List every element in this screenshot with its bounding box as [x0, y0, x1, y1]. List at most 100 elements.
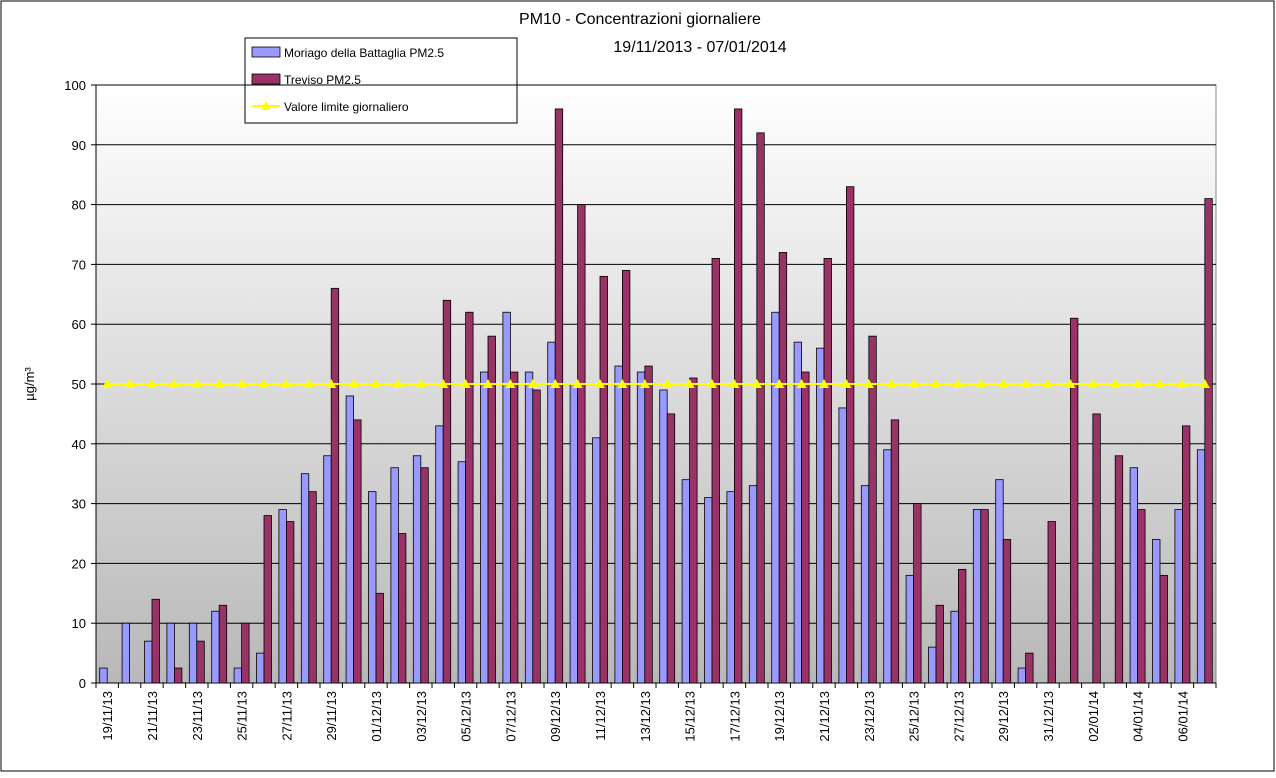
bar — [457, 461, 467, 684]
y-tick-label: 20 — [72, 556, 86, 571]
x-tick-label: 03/12/13 — [414, 691, 429, 742]
chart-subtitle: 19/11/2013 - 07/01/2014 — [613, 39, 786, 56]
limit-marker — [214, 379, 225, 388]
bar — [905, 574, 914, 684]
bar — [188, 622, 198, 684]
bar — [838, 407, 847, 684]
bar — [846, 186, 855, 684]
x-tick-label: 27/12/13 — [951, 691, 966, 742]
limit-marker — [460, 379, 471, 388]
bar — [756, 132, 765, 684]
y-tick-label: 80 — [72, 198, 86, 213]
bar — [480, 371, 489, 684]
x-tick-label: 23/11/13 — [190, 691, 205, 741]
bar — [704, 497, 713, 684]
bar — [465, 311, 474, 684]
bar — [726, 491, 735, 684]
bar — [1196, 449, 1206, 684]
limit-marker — [483, 379, 493, 388]
limit-marker — [1043, 379, 1053, 388]
bar — [928, 646, 937, 684]
x-tick-label: 05/12/13 — [459, 691, 474, 742]
x-tick-label: 21/12/13 — [817, 691, 832, 742]
limit-marker — [684, 379, 695, 388]
bar — [950, 610, 959, 684]
limit-marker — [550, 379, 561, 388]
limit-marker — [841, 379, 852, 388]
bar — [241, 622, 250, 684]
chart-title: PM10 - Concentrazioni giornaliere — [519, 11, 761, 28]
x-tick-label: 23/12/13 — [862, 691, 877, 742]
bar — [151, 598, 160, 684]
x-tick-label: 25/11/13 — [235, 691, 250, 741]
limit-marker — [662, 379, 673, 388]
limit-marker — [953, 379, 964, 388]
limit-marker — [819, 379, 829, 388]
bar — [1114, 455, 1124, 684]
bar — [1182, 425, 1191, 684]
legend-swatch — [251, 46, 281, 58]
limit-marker — [236, 379, 247, 388]
limit-marker — [348, 379, 359, 388]
limit-marker — [595, 379, 605, 388]
limit-marker — [707, 379, 717, 388]
bar — [689, 377, 698, 684]
bar — [980, 509, 989, 684]
x-tick-label: 07/12/13 — [503, 691, 518, 742]
bar — [868, 335, 877, 684]
bar — [502, 311, 511, 684]
y-axis-title: µg/m³ — [22, 367, 37, 401]
bar — [644, 365, 653, 684]
limit-marker — [371, 379, 381, 388]
limit-marker — [751, 379, 762, 388]
y-tick-label: 70 — [72, 257, 86, 272]
x-tick-label: 09/12/13 — [548, 691, 563, 742]
bar — [345, 395, 355, 684]
limit-marker — [1155, 379, 1165, 388]
legend-label: Treviso PM2.5 — [284, 73, 361, 87]
bar — [1152, 539, 1161, 684]
bar — [375, 592, 384, 684]
bar — [666, 413, 676, 684]
bar — [711, 258, 720, 684]
y-tick-label: 30 — [72, 497, 86, 512]
bar — [353, 419, 362, 684]
x-tick-label: 31/12/13 — [1041, 691, 1056, 742]
bar — [211, 610, 220, 684]
bar — [412, 455, 422, 684]
bar — [1002, 539, 1012, 684]
legend-label: Valore limite giornaliero — [284, 100, 409, 114]
limit-marker — [1087, 379, 1098, 388]
bar — [1159, 574, 1168, 684]
bar — [592, 437, 601, 684]
bar — [1204, 198, 1213, 684]
bar — [1047, 521, 1056, 684]
limit-marker — [124, 379, 135, 388]
limit-marker — [438, 379, 449, 388]
limit-marker — [617, 379, 628, 388]
limit-marker — [303, 379, 314, 388]
bar — [1129, 467, 1138, 684]
bar — [509, 371, 519, 684]
bar — [636, 371, 646, 684]
limit-marker — [886, 379, 897, 388]
bar — [958, 568, 967, 684]
limit-marker — [998, 379, 1009, 388]
bar — [121, 622, 130, 684]
limit-marker — [774, 379, 785, 388]
bar — [390, 467, 399, 684]
legend-marker — [261, 101, 271, 110]
x-tick-label: 19/12/13 — [772, 691, 787, 742]
y-tick-label: 60 — [72, 317, 86, 332]
bar — [532, 389, 541, 684]
limit-marker — [639, 379, 650, 388]
legend-swatch — [251, 73, 281, 85]
bar — [397, 533, 407, 684]
bar — [278, 509, 287, 684]
bar — [554, 108, 564, 684]
bar — [972, 509, 982, 684]
bar — [368, 491, 377, 684]
x-tick-label: 06/01/14 — [1175, 691, 1190, 742]
limit-marker — [1177, 379, 1188, 388]
x-tick-label: 19/11/13 — [100, 691, 115, 741]
